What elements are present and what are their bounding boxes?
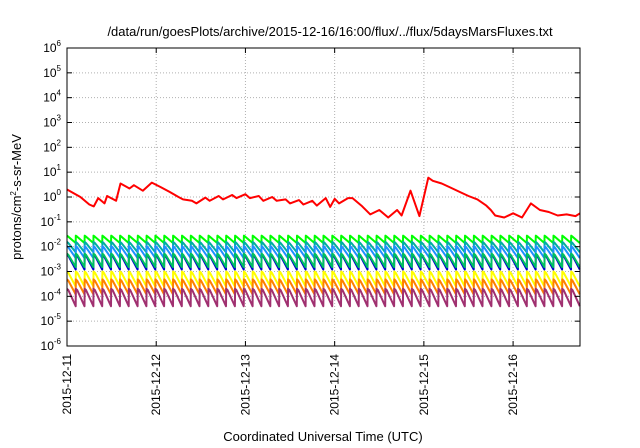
x-tick-label: 2015-12-13 xyxy=(238,354,252,416)
y-tick-label: 106 xyxy=(43,39,61,55)
y-tick-base: 10 xyxy=(41,215,55,229)
series-line-3 xyxy=(66,245,581,259)
chart-title: /data/run/goesPlots/archive/2015-12-16/1… xyxy=(107,24,553,39)
y-tick-exponent: -2 xyxy=(54,238,62,247)
y-tick-exponent: -6 xyxy=(54,337,62,346)
series-group xyxy=(66,176,581,308)
x-tick-label: 2015-12-15 xyxy=(417,354,431,416)
y-axis-ticks: 10610510410310210110010-110-210-310-410-… xyxy=(41,39,580,353)
y-axis-label: protons/cm2-s-sr-MeV xyxy=(9,134,24,260)
x-axis-label: Coordinated Universal Time (UTC) xyxy=(223,429,422,444)
y-tick-exponent: 3 xyxy=(57,114,62,123)
y-tick-label: 10-5 xyxy=(41,312,62,328)
y-tick-label: 10-6 xyxy=(41,337,62,353)
y-tick-exponent: -1 xyxy=(54,213,62,222)
y-tick-label: 10-1 xyxy=(41,213,62,229)
y-tick-base: 10 xyxy=(41,240,55,254)
x-axis-ticks: 2015-12-11 2015-12-12 2015-12-13 2015-12-14… xyxy=(60,48,520,415)
series-line-7 xyxy=(66,278,581,296)
y-tick-base: 10 xyxy=(43,41,57,55)
y-tick-base: 10 xyxy=(43,66,57,80)
y-tick-label: 100 xyxy=(43,188,61,204)
series-line-8 xyxy=(66,287,581,308)
y-tick-base: 10 xyxy=(41,339,55,353)
y-tick-base: 10 xyxy=(41,265,55,279)
x-tick-label: 2015-12-16 xyxy=(506,354,520,416)
series-line-0 xyxy=(66,176,581,219)
y-tick-exponent: 6 xyxy=(57,39,62,48)
series-line-5 xyxy=(66,252,581,269)
y-tick-label: 102 xyxy=(43,138,61,154)
series-line-1 xyxy=(66,234,581,244)
y-tick-exponent: 4 xyxy=(57,89,62,98)
y-tick-exponent: -5 xyxy=(54,312,62,321)
y-tick-base: 10 xyxy=(41,289,55,303)
x-tick-label: 2015-12-11 xyxy=(60,354,74,415)
y-tick-label: 10-3 xyxy=(41,263,62,279)
y-tick-exponent: -4 xyxy=(54,287,62,296)
y-tick-base: 10 xyxy=(43,190,57,204)
y-axis-label-prefix: protons/cm xyxy=(9,196,24,260)
y-tick-label: 105 xyxy=(43,64,61,80)
y-tick-label: 10-4 xyxy=(41,287,62,303)
y-tick-base: 10 xyxy=(43,140,57,154)
y-tick-label: 10-2 xyxy=(41,238,62,254)
y-tick-base: 10 xyxy=(43,91,57,105)
y-tick-base: 10 xyxy=(41,314,55,328)
y-tick-label: 103 xyxy=(43,114,61,130)
y-tick-exponent: -3 xyxy=(54,263,62,272)
y-tick-exponent: 5 xyxy=(57,64,62,73)
y-axis-label-sup: 2 xyxy=(9,191,18,196)
y-tick-exponent: 0 xyxy=(57,188,62,197)
y-tick-base: 10 xyxy=(43,165,57,179)
x-tick-label: 2015-12-14 xyxy=(328,354,342,416)
y-tick-exponent: 1 xyxy=(57,163,62,172)
y-tick-base: 10 xyxy=(43,116,57,130)
y-axis-label-suffix: -s-sr-MeV xyxy=(9,134,24,191)
x-tick-label: 2015-12-12 xyxy=(149,354,163,416)
y-tick-label: 101 xyxy=(43,163,61,179)
y-tick-exponent: 2 xyxy=(57,138,62,147)
y-tick-label: 104 xyxy=(43,89,61,105)
